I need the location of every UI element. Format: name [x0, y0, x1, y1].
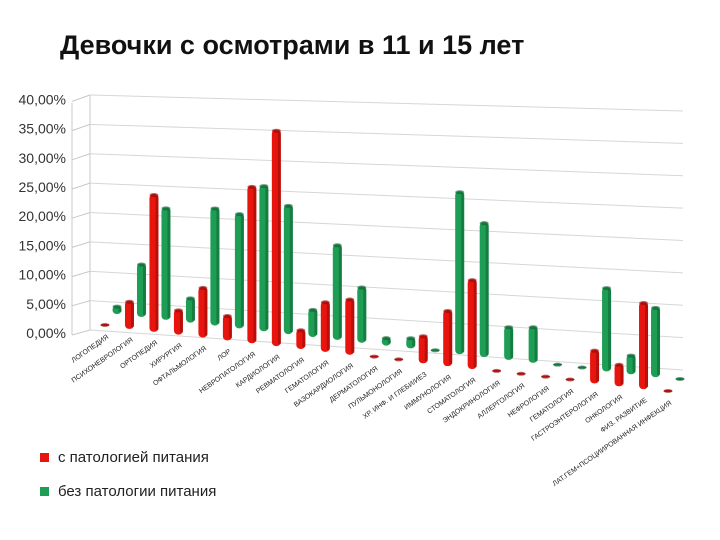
- gridline: [89, 329, 684, 371]
- gridline-left: [71, 182, 91, 190]
- legend-label-series-1: без патологии питания: [58, 482, 217, 500]
- bar-series-1: [210, 206, 220, 326]
- gridline-left: [71, 329, 91, 336]
- x-tick-label: НЕВРОПАТОЛОГИЯ: [198, 351, 257, 395]
- gridline: [89, 94, 684, 112]
- bar-series-1: [308, 307, 318, 337]
- x-tick-label: ЛОР: [216, 348, 232, 362]
- bar-series-1: [455, 190, 465, 355]
- bar-series-0: [541, 374, 551, 379]
- y-tick-label: 5,00%: [26, 296, 66, 312]
- bar-series-1: [626, 353, 636, 375]
- y-tick-label: 25,00%: [19, 179, 66, 195]
- bar-series-1: [406, 336, 416, 349]
- bar-series-0: [614, 362, 624, 387]
- gridline-left: [71, 300, 91, 307]
- bar-series-0: [492, 368, 502, 373]
- bar-series-1: [161, 206, 171, 320]
- x-tick-label: ОФТАЛЬМОЛОГИЯ: [152, 345, 208, 387]
- bar-series-0: [222, 314, 232, 341]
- bar-series-1: [234, 212, 244, 329]
- bar-series-1: [577, 365, 587, 370]
- legend-swatch-series-1: [40, 486, 49, 496]
- bar-series-1: [602, 286, 612, 372]
- bar-series-0: [394, 357, 404, 362]
- bar-series-1: [283, 203, 293, 335]
- bar-series-0: [369, 354, 379, 359]
- y-tick-label: 15,00%: [19, 237, 66, 253]
- bar-series-1: [430, 348, 440, 353]
- x-tick-label: РЕВМАТОЛОГИЯ: [255, 357, 306, 396]
- y-tick-label: 40,00%: [19, 91, 66, 107]
- gridline-left: [71, 270, 91, 278]
- bar-series-1: [479, 221, 489, 358]
- bar-series-0: [247, 184, 257, 344]
- bar-series-1: [651, 305, 661, 378]
- page-title: Девочки с осмотрами в 11 и 15 лет: [60, 30, 525, 60]
- bar-series-1: [357, 285, 367, 343]
- bar-series-0: [100, 323, 110, 327]
- bar-series-0: [198, 285, 208, 338]
- gridline-left: [71, 241, 91, 248]
- bar-series-0: [663, 389, 673, 393]
- bar-series-0: [516, 371, 526, 376]
- y-tick-label: 30,00%: [19, 150, 66, 166]
- bar-series-1: [259, 184, 269, 332]
- bar-series-1: [381, 336, 391, 346]
- bar-series-0: [443, 308, 453, 367]
- bar-series-1: [504, 325, 514, 360]
- x-tick-label: ДЕРМАТОЛОГИЯ: [329, 365, 380, 404]
- bar-series-0: [149, 193, 159, 332]
- bar-series-1: [112, 304, 122, 314]
- gridline: [89, 153, 684, 177]
- bar-series-0: [124, 299, 134, 329]
- legend: с патологией питания без патологии питан…: [40, 440, 216, 508]
- bar-series-1: [553, 362, 563, 367]
- bar-series-1: [528, 325, 538, 363]
- bar-series-0: [173, 308, 183, 335]
- gridline: [89, 123, 684, 144]
- gridline-left: [71, 123, 91, 132]
- gridline: [89, 212, 684, 241]
- y-tick-label: 10,00%: [19, 267, 66, 283]
- x-tick-label: СТОМАТОЛОГИЯ: [426, 377, 477, 416]
- bar-series-0: [271, 128, 281, 347]
- y-tick-label: 20,00%: [19, 208, 66, 224]
- gridline: [89, 182, 684, 209]
- bar-series-0: [639, 301, 649, 390]
- legend-label-series-0: с патологией питания: [58, 448, 209, 466]
- gridline: [89, 241, 684, 274]
- bar-series-0: [320, 300, 330, 352]
- bar-series-0: [296, 328, 306, 349]
- bar-series-1: [675, 377, 685, 381]
- gridline-left: [71, 212, 91, 219]
- bar-series-1: [185, 296, 195, 323]
- gridline-left: [71, 94, 91, 102]
- legend-item-series-1: без патологии питания: [40, 474, 216, 508]
- y-tick-label: 0,00%: [26, 325, 66, 341]
- bar-series-0: [467, 278, 477, 370]
- legend-swatch-series-0: [40, 452, 49, 462]
- bar-series-0: [590, 348, 600, 384]
- bar-series-0: [345, 297, 355, 355]
- y-tick-label: 35,00%: [19, 121, 66, 137]
- bar-series-0: [565, 377, 575, 382]
- bar-series-0: [418, 334, 428, 364]
- bar-series-1: [136, 262, 146, 317]
- legend-item-series-0: с патологией питания: [40, 440, 216, 474]
- bar-series-1: [332, 243, 342, 340]
- gridline: [89, 270, 684, 306]
- gridline-left: [71, 153, 91, 161]
